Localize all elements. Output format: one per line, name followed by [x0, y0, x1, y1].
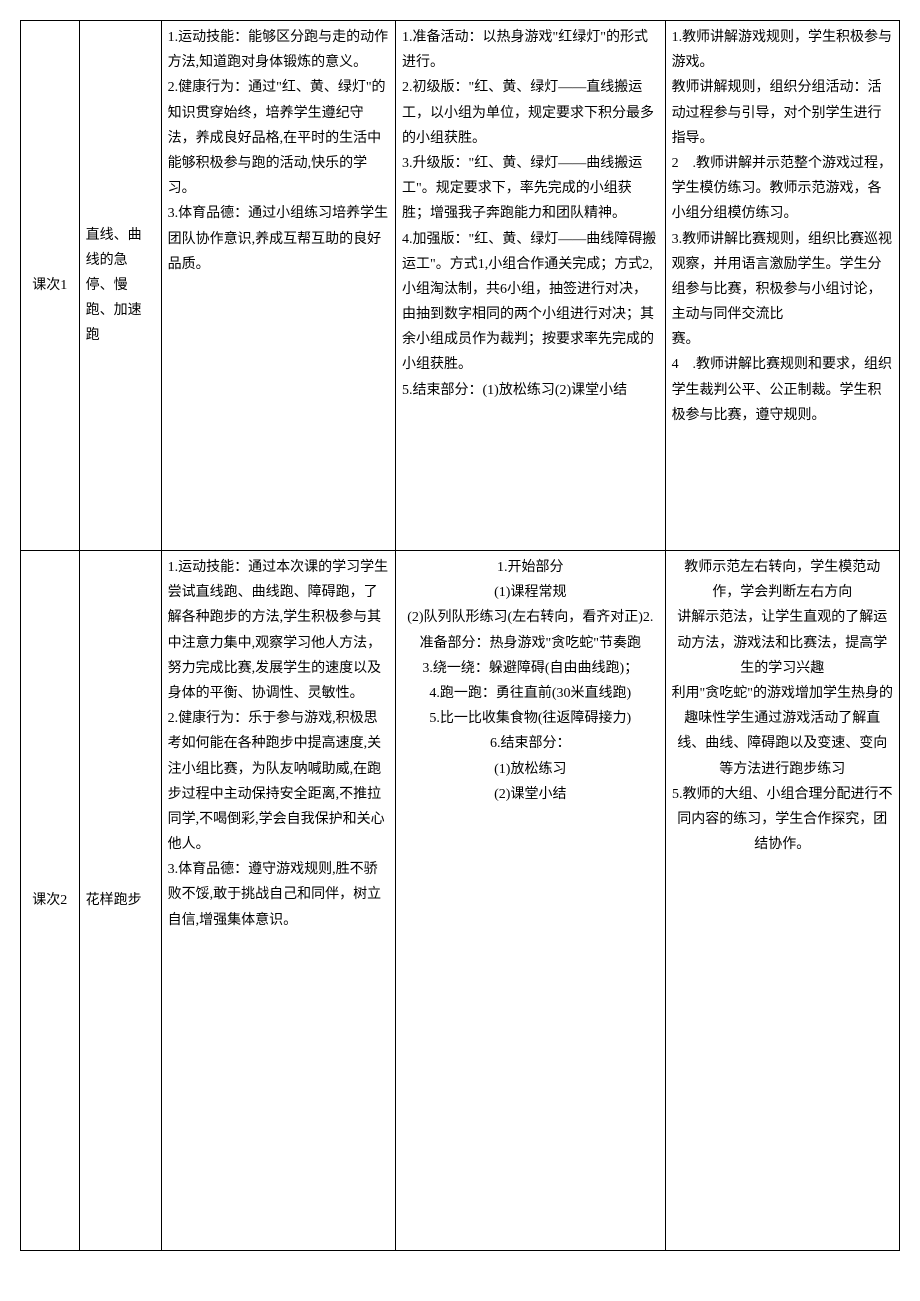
lesson-methods: 1.教师讲解游戏规则，学生积极参与游戏。教师讲解规则，组织分组活动：活动过程参与…	[672, 30, 893, 423]
lesson-plan-table: 课次1 直线、曲线的急停、慢跑、加速跑 1.运动技能：能够区分跑与走的动作方法,…	[20, 20, 900, 1251]
lesson-activities-cell: 1.开始部分(1)课程常规(2)队列队形练习(左右转向，看齐对正)2.准备部分：…	[396, 551, 666, 1251]
lesson-methods: 教师示范左右转向，学生模范动作，学会判断左右方向讲解示范法，让学生直观的了解运动…	[672, 560, 893, 852]
table-row: 课次1 直线、曲线的急停、慢跑、加速跑 1.运动技能：能够区分跑与走的动作方法,…	[21, 21, 900, 551]
lesson-number: 课次2	[32, 893, 67, 908]
lesson-topic-cell: 直线、曲线的急停、慢跑、加速跑	[79, 21, 161, 551]
lesson-objectives: 1.运动技能：能够区分跑与走的动作方法,知道跑对身体锻炼的意义。2.健康行为：通…	[168, 30, 389, 272]
lesson-objectives: 1.运动技能：通过本次课的学习学生尝试直线跑、曲线跑、障碍跑，了解各种跑步的方法…	[168, 560, 389, 928]
lesson-topic: 花样跑步	[86, 893, 142, 908]
lesson-objectives-cell: 1.运动技能：能够区分跑与走的动作方法,知道跑对身体锻炼的意义。2.健康行为：通…	[161, 21, 395, 551]
lesson-number-cell: 课次2	[21, 551, 80, 1251]
lesson-number: 课次1	[32, 278, 67, 293]
lesson-methods-cell: 1.教师讲解游戏规则，学生积极参与游戏。教师讲解规则，组织分组活动：活动过程参与…	[665, 21, 899, 551]
lesson-activities: 1.开始部分(1)课程常规(2)队列队形练习(左右转向，看齐对正)2.准备部分：…	[407, 560, 653, 802]
lesson-methods-cell: 教师示范左右转向，学生模范动作，学会判断左右方向讲解示范法，让学生直观的了解运动…	[665, 551, 899, 1251]
lesson-activities-cell: 1.准备活动：以热身游戏"红绿灯"的形式进行。2.初级版："红、黄、绿灯——直线…	[396, 21, 666, 551]
lesson-objectives-cell: 1.运动技能：通过本次课的学习学生尝试直线跑、曲线跑、障碍跑，了解各种跑步的方法…	[161, 551, 395, 1251]
lesson-topic-cell: 花样跑步	[79, 551, 161, 1251]
lesson-activities: 1.准备活动：以热身游戏"红绿灯"的形式进行。2.初级版："红、黄、绿灯——直线…	[402, 30, 656, 398]
lesson-topic: 直线、曲线的急停、慢跑、加速跑	[86, 228, 142, 344]
lesson-number-cell: 课次1	[21, 21, 80, 551]
table-row: 课次2 花样跑步 1.运动技能：通过本次课的学习学生尝试直线跑、曲线跑、障碍跑，…	[21, 551, 900, 1251]
